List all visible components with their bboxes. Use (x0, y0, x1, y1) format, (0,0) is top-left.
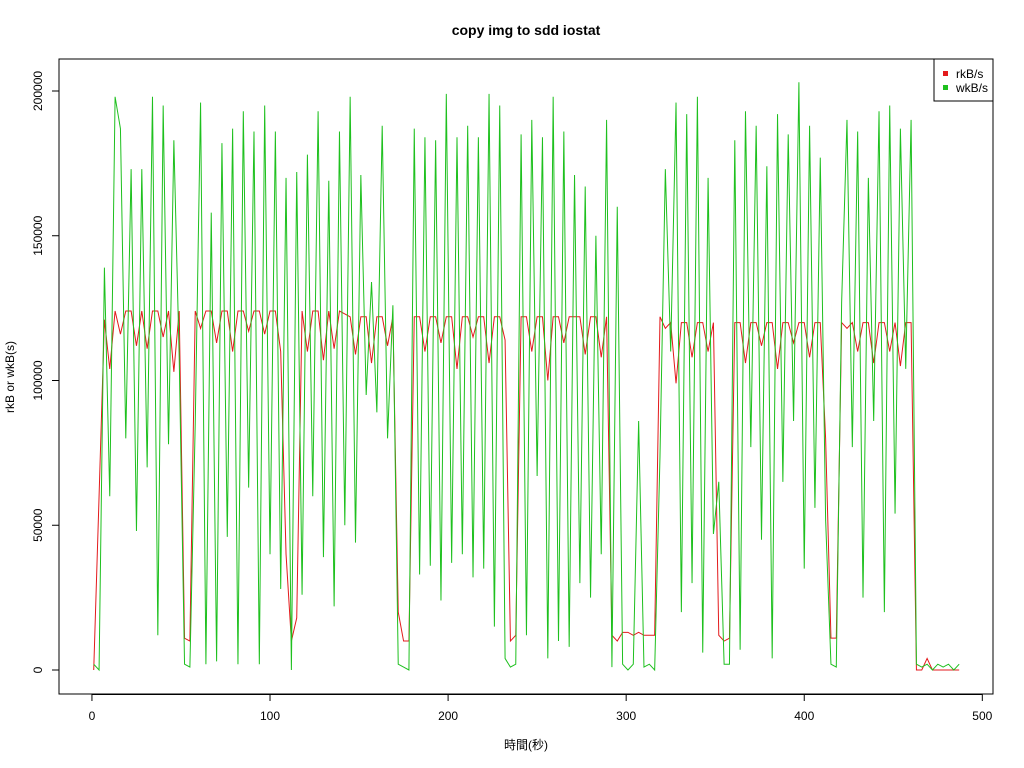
y-axis-label: rkB or wkB(s) (3, 341, 17, 413)
y-tick-label: 100000 (31, 360, 45, 400)
x-tick-label: 100 (260, 709, 280, 723)
y-tick-label: 0 (31, 666, 45, 673)
legend-label: rkB/s (956, 67, 983, 81)
legend-label: wkB/s (955, 81, 988, 95)
x-tick-label: 300 (616, 709, 636, 723)
legend-box (933, 58, 994, 102)
chart-title: copy img to sdd iostat (452, 22, 601, 38)
y-tick-label: 50000 (31, 508, 45, 542)
x-tick-label: 200 (438, 709, 458, 723)
legend-swatch (943, 71, 948, 76)
x-axis-label: 時間(秒) (504, 738, 548, 752)
series-line (93, 310, 960, 671)
y-tick-label: 200000 (31, 71, 45, 111)
x-tick-label: 500 (972, 709, 992, 723)
x-tick-label: 0 (89, 709, 96, 723)
series-line (93, 82, 960, 672)
y-tick-label: 150000 (31, 215, 45, 255)
legend-swatch (943, 85, 948, 90)
x-tick-label: 400 (794, 709, 814, 723)
